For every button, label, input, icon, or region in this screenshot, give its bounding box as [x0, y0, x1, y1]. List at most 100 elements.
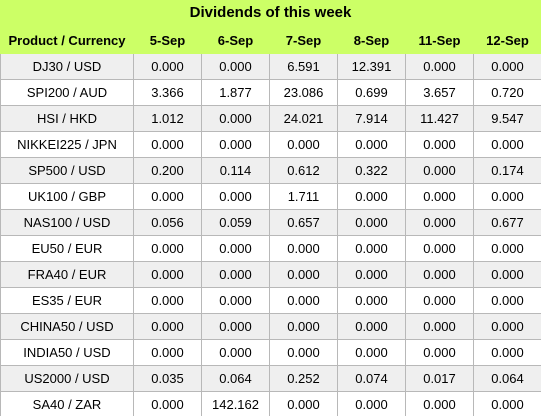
cell-dividend-value: 0.000 — [133, 131, 202, 158]
cell-dividend-value: 0.000 — [405, 209, 474, 236]
cell-dividend-value: 0.000 — [133, 261, 202, 288]
cell-product: INDIA50 / USD — [0, 339, 134, 366]
cell-dividend-value: 142.162 — [201, 391, 270, 416]
cell-dividend-value: 9.547 — [473, 105, 541, 132]
cell-dividend-value: 0.000 — [473, 53, 541, 80]
cell-dividend-value: 0.000 — [337, 235, 406, 262]
cell-dividend-value: 0.000 — [201, 235, 270, 262]
column-header-date: 5-Sep — [133, 26, 202, 54]
cell-dividend-value: 0.657 — [269, 209, 338, 236]
cell-dividend-value: 0.000 — [473, 313, 541, 340]
table-row: EU50 / EUR 0.000 0.000 0.000 0.000 0.000 0.000 — [0, 235, 541, 262]
cell-dividend-value: 24.021 — [269, 105, 338, 132]
cell-dividend-value: 0.000 — [337, 287, 406, 314]
cell-dividend-value: 0.000 — [473, 131, 541, 158]
column-header-date: 11-Sep — [405, 26, 474, 54]
cell-dividend-value: 0.000 — [133, 287, 202, 314]
cell-dividend-value: 0.000 — [337, 313, 406, 340]
cell-dividend-value: 0.000 — [337, 131, 406, 158]
cell-dividend-value: 0.000 — [473, 287, 541, 314]
cell-dividend-value: 0.000 — [473, 339, 541, 366]
table-row: SA40 / ZAR 0.000 142.162 0.000 0.000 0.000 0.0… — [0, 391, 541, 416]
cell-dividend-value: 0.000 — [405, 261, 474, 288]
cell-dividend-value: 0.000 — [405, 391, 474, 416]
cell-dividend-value: 0.000 — [269, 391, 338, 416]
table-header-row: Product / Currency 5-Sep 6-Sep 7-Sep 8-S… — [0, 26, 541, 54]
cell-dividend-value: 0.000 — [133, 339, 202, 366]
table-row: UK100 / GBP 0.000 0.000 1.711 0.000 0.000 0.00… — [0, 183, 541, 210]
column-header-date: 7-Sep — [269, 26, 338, 54]
cell-dividend-value: 7.914 — [337, 105, 406, 132]
cell-dividend-value: 0.000 — [133, 183, 202, 210]
cell-dividend-value: 0.000 — [473, 391, 541, 416]
cell-dividend-value: 0.000 — [133, 235, 202, 262]
cell-product: US2000 / USD — [0, 365, 134, 392]
cell-dividend-value: 0.000 — [473, 261, 541, 288]
cell-dividend-value: 0.000 — [405, 157, 474, 184]
page-title: Dividends of this week — [0, 0, 541, 26]
cell-dividend-value: 0.000 — [269, 287, 338, 314]
cell-product: EU50 / EUR — [0, 235, 134, 262]
cell-dividend-value: 0.056 — [133, 209, 202, 236]
cell-dividend-value: 0.074 — [337, 365, 406, 392]
cell-dividend-value: 0.000 — [337, 183, 406, 210]
dividends-table: Product / Currency 5-Sep 6-Sep 7-Sep 8-S… — [0, 26, 541, 416]
cell-dividend-value: 0.252 — [269, 365, 338, 392]
table-row: INDIA50 / USD 0.000 0.000 0.000 0.000 0.000 0.… — [0, 339, 541, 366]
cell-dividend-value: 0.000 — [201, 183, 270, 210]
cell-dividend-value: 0.000 — [473, 235, 541, 262]
cell-product: CHINA50 / USD — [0, 313, 134, 340]
cell-dividend-value: 0.699 — [337, 79, 406, 106]
cell-dividend-value: 0.017 — [405, 365, 474, 392]
cell-dividend-value: 3.366 — [133, 79, 202, 106]
table-row: US2000 / USD 0.035 0.064 0.252 0.074 0.017 0.0… — [0, 365, 541, 392]
cell-dividend-value: 23.086 — [269, 79, 338, 106]
cell-product: SPI200 / AUD — [0, 79, 134, 106]
cell-dividend-value: 6.591 — [269, 53, 338, 80]
cell-dividend-value: 0.000 — [337, 339, 406, 366]
cell-dividend-value: 0.174 — [473, 157, 541, 184]
table-row: NAS100 / USD 0.056 0.059 0.657 0.000 0.000 0.6… — [0, 209, 541, 236]
cell-dividend-value: 0.000 — [269, 339, 338, 366]
cell-dividend-value: 0.064 — [201, 365, 270, 392]
table-row: HSI / HKD 1.012 0.000 24.021 7.914 11.427 9.54… — [0, 105, 541, 132]
cell-product: FRA40 / EUR — [0, 261, 134, 288]
cell-dividend-value: 0.000 — [269, 313, 338, 340]
table-row: ES35 / EUR 0.000 0.000 0.000 0.000 0.000 0.000 — [0, 287, 541, 314]
cell-product: SP500 / USD — [0, 157, 134, 184]
cell-dividend-value: 0.000 — [473, 183, 541, 210]
cell-dividend-value: 0.000 — [337, 209, 406, 236]
cell-dividend-value: 0.000 — [405, 313, 474, 340]
cell-dividend-value: 0.000 — [337, 261, 406, 288]
cell-product: DJ30 / USD — [0, 53, 134, 80]
cell-dividend-value: 0.000 — [201, 131, 270, 158]
table-body: DJ30 / USD 0.000 0.000 6.591 12.391 0.000 0.00… — [0, 53, 541, 416]
cell-dividend-value: 0.000 — [405, 287, 474, 314]
cell-dividend-value: 0.000 — [201, 313, 270, 340]
cell-dividend-value: 0.000 — [133, 391, 202, 416]
cell-dividend-value: 11.427 — [405, 105, 474, 132]
cell-dividend-value: 1.012 — [133, 105, 202, 132]
cell-dividend-value: 0.000 — [269, 131, 338, 158]
cell-dividend-value: 0.064 — [473, 365, 541, 392]
cell-dividend-value: 0.000 — [405, 53, 474, 80]
cell-product: NIKKEI225 / JPN — [0, 131, 134, 158]
cell-dividend-value: 0.000 — [337, 391, 406, 416]
cell-dividend-value: 0.000 — [201, 105, 270, 132]
cell-dividend-value: 0.720 — [473, 79, 541, 106]
cell-dividend-value: 1.877 — [201, 79, 270, 106]
cell-dividend-value: 0.677 — [473, 209, 541, 236]
cell-product: ES35 / EUR — [0, 287, 134, 314]
cell-dividend-value: 0.000 — [201, 287, 270, 314]
cell-dividend-value: 0.000 — [201, 261, 270, 288]
table-row: NIKKEI225 / JPN 0.000 0.000 0.000 0.000 0.000… — [0, 131, 541, 158]
cell-dividend-value: 1.711 — [269, 183, 338, 210]
table-row: SPI200 / AUD 3.366 1.877 23.086 0.699 3.657 0.… — [0, 79, 541, 106]
cell-dividend-value: 0.114 — [201, 157, 270, 184]
cell-product: HSI / HKD — [0, 105, 134, 132]
cell-product: NAS100 / USD — [0, 209, 134, 236]
column-header-date: 8-Sep — [337, 26, 406, 54]
cell-dividend-value: 0.000 — [405, 339, 474, 366]
cell-dividend-value: 0.059 — [201, 209, 270, 236]
